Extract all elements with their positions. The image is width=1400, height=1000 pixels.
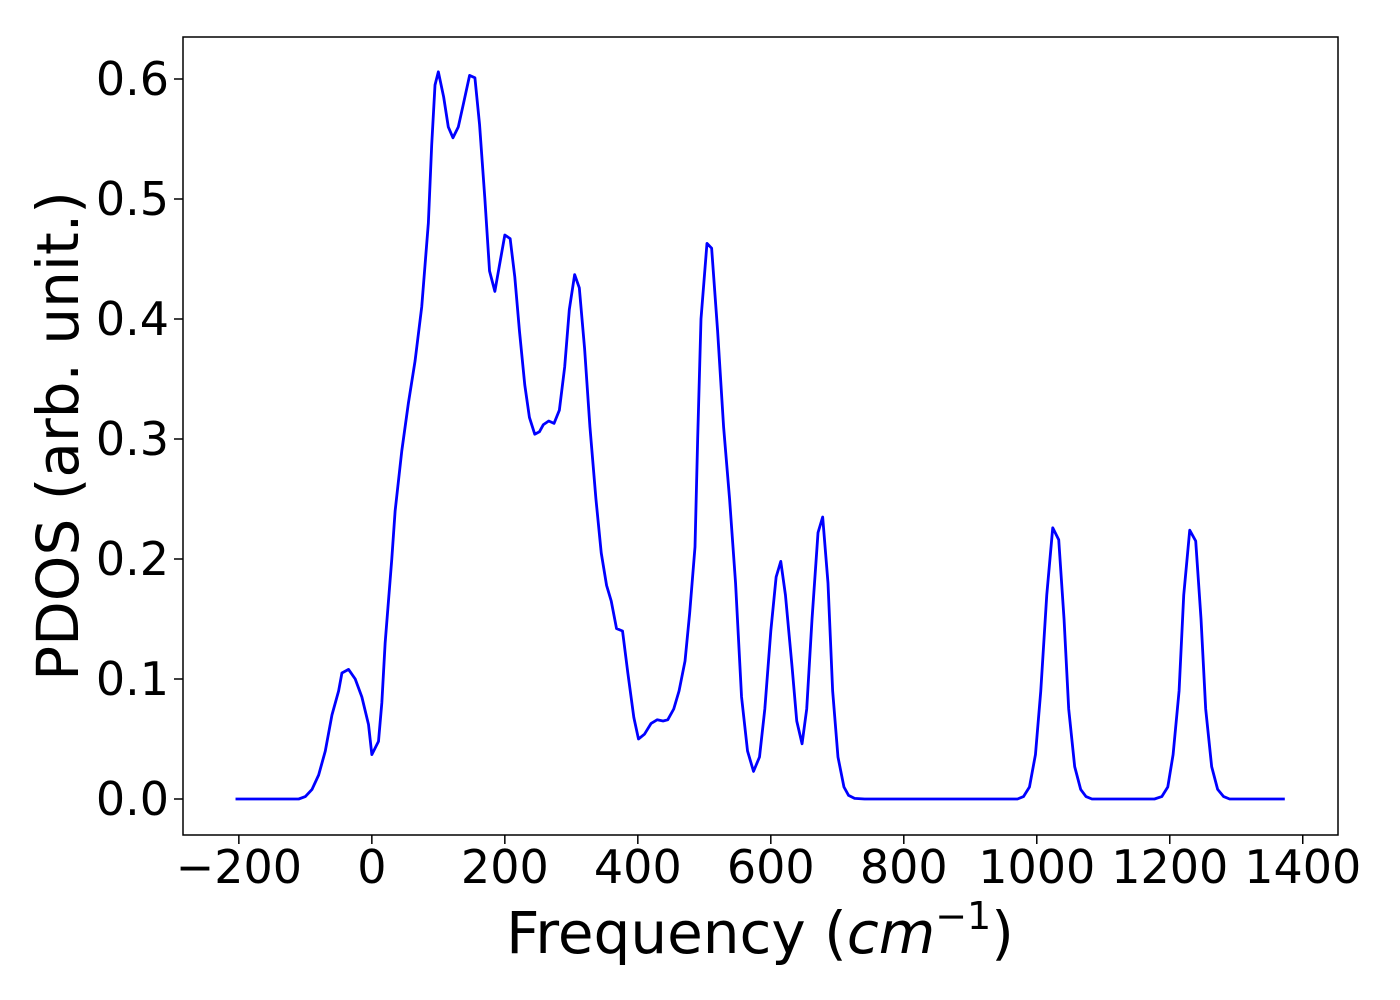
x-tick-label: 600 xyxy=(727,840,815,894)
x-label-math: cm xyxy=(847,899,935,967)
y-tick-label: 0.0 xyxy=(96,772,169,826)
plot-frame xyxy=(182,36,1339,836)
x-label-part: Frequency ( xyxy=(506,899,847,967)
x-tick-label: 200 xyxy=(461,840,549,894)
y-tick-label: 0.3 xyxy=(96,412,169,466)
y-tick-label: 0.5 xyxy=(96,172,169,226)
x-tick-label: 1200 xyxy=(1111,840,1228,894)
y-tick-label: 0.4 xyxy=(96,292,169,346)
x-tick-label: −200 xyxy=(176,840,302,894)
x-axis-label: Frequency (cm−1) xyxy=(506,894,1014,967)
y-axis-label: PDOS (arb. unit.) xyxy=(24,191,92,681)
data-line xyxy=(235,70,1285,801)
x-tick-label: 1400 xyxy=(1244,840,1361,894)
x-tick-label: 0 xyxy=(357,840,386,894)
y-tick-label: 0.2 xyxy=(96,532,169,586)
y-tick-label: 0.6 xyxy=(96,52,169,106)
x-label-part: ) xyxy=(991,899,1014,967)
x-tick-label: 400 xyxy=(594,840,682,894)
x-tick-label: 1000 xyxy=(978,840,1095,894)
x-label-sup: −1 xyxy=(935,894,991,938)
y-tick-label: 0.1 xyxy=(96,652,169,706)
x-tick-label: 800 xyxy=(860,840,948,894)
